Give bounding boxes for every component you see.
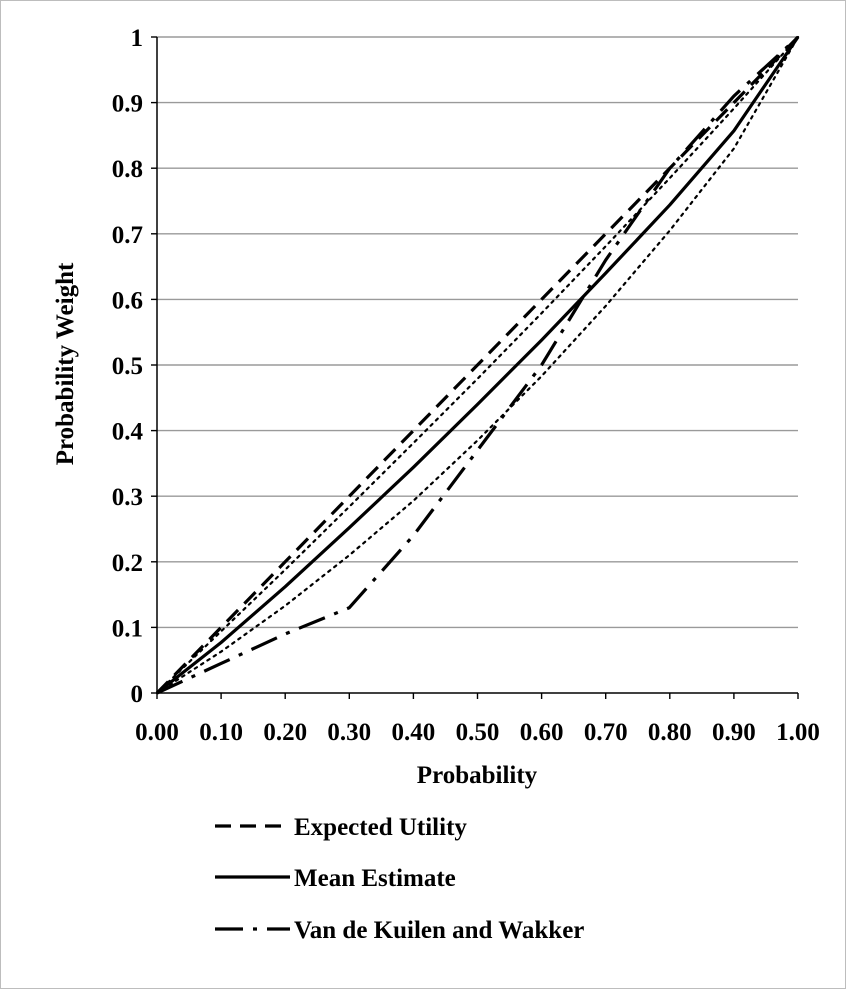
series-line-expected-utility (155, 35, 800, 695)
legend-entry-mean-estimate: Mean Estimate (215, 865, 456, 892)
legend: Expected Utility Mean Estimate Van de Ku… (215, 814, 584, 944)
x-tick-label: 1.00 (776, 719, 820, 746)
series-line-bound-4 (155, 35, 800, 695)
legend-entry-expected-utility: Expected Utility (215, 814, 467, 841)
y-tick-label: 0.7 (112, 222, 143, 249)
x-tick-label: 0.80 (648, 719, 692, 746)
x-tick-label: 0.10 (199, 719, 243, 746)
y-tick-label: 0.4 (112, 419, 144, 446)
x-tick-label: 0.40 (392, 719, 436, 746)
x-tick-label: 0.50 (456, 719, 500, 746)
y-tick-label: 0.5 (112, 353, 143, 380)
series-line-mean-estimate (156, 36, 800, 695)
x-tick-label: 0.60 (520, 719, 564, 746)
x-tick-labels: 0.00 0.10 0.20 0.30 0.40 0.50 0.60 0.70 0.80 0.90… (135, 693, 820, 746)
plot-area (155, 35, 800, 695)
x-tick-label: 0.20 (263, 719, 307, 746)
legend-entry-van-de-kuilen-and-wakker: Van de Kuilen and Wakker (215, 917, 584, 944)
y-axis-title: Probability Weight (52, 262, 79, 465)
x-tick-label: 0.00 (135, 719, 179, 746)
x-axis-title: Probability (417, 762, 538, 789)
series-line-bound-3 (155, 35, 800, 695)
y-tick-label: 0.8 (112, 156, 143, 183)
legend-label: Mean Estimate (294, 865, 456, 892)
y-tick-label: 0.3 (112, 484, 143, 511)
gridlines (157, 36, 798, 629)
y-tick-labels: 0 0.1 0.2 0.3 0.4 0.5 0.6 0.7 0.8 0.9 1 (112, 25, 157, 708)
x-tick-label: 0.30 (327, 719, 371, 746)
legend-label: Expected Utility (294, 814, 467, 841)
legend-label: Van de Kuilen and Wakker (294, 917, 584, 944)
x-tick-label: 0.90 (712, 719, 756, 746)
y-tick-label: 0.6 (112, 287, 143, 314)
x-tick-label: 0.70 (584, 719, 628, 746)
y-tick-label: 0.2 (112, 550, 143, 577)
y-tick-label: 1 (131, 25, 144, 52)
y-tick-label: 0 (131, 681, 144, 708)
y-tick-label: 0.9 (112, 91, 143, 118)
y-tick-label: 0.1 (112, 615, 143, 642)
